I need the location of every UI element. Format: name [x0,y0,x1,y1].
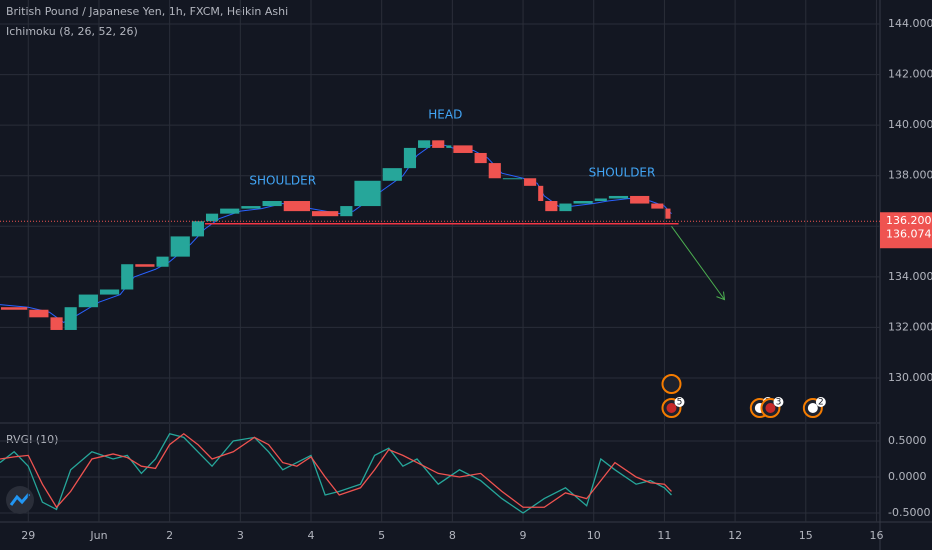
x-tick-label: 5 [378,529,385,542]
price-label: 136.074 [886,227,932,240]
candle [545,201,558,212]
x-tick-label: 15 [799,529,813,542]
indicator-label: RVGI (10) [6,433,58,446]
candle [524,178,537,186]
candle [135,264,155,267]
candle [502,178,523,180]
candle [382,168,402,181]
event-dot [765,403,776,413]
candle [594,198,607,202]
candle [283,201,311,212]
candle [488,163,501,179]
price-tag [880,225,932,244]
x-tick-label: 8 [449,529,456,542]
y-tick-label: 140.000 [888,118,932,131]
indicator-line [0,433,672,514]
candle [665,208,671,219]
x-tick-label: Jun [89,529,107,542]
y-tick-label: 138.000 [888,169,932,182]
candle [418,140,431,148]
candle [64,307,77,330]
candle [170,236,190,257]
indicator-line [0,432,672,509]
y-tick-label: 132.000 [888,320,932,333]
event-dot [666,403,677,413]
annotation: HEAD [428,108,462,122]
event-badge [674,397,685,407]
arrow-head [716,291,726,301]
annotation: SHOULDER [249,173,316,187]
event-icon [661,374,682,394]
event-badge [773,397,784,407]
event-count: 3 [776,398,782,408]
candle [205,213,219,222]
x-tick-label: 9 [520,529,527,542]
candle [156,256,169,267]
y-tick-label: 0.0000 [888,470,927,483]
candle [29,309,49,318]
arrow [671,226,725,300]
candle [191,221,204,237]
candle [262,201,282,207]
event-count: 2 [818,398,824,408]
candle [403,147,417,169]
x-tick-label: 10 [587,529,601,542]
candle [453,145,473,153]
x-tick-label: 11 [657,529,671,542]
candle [446,145,452,148]
chart-title: British Pound / Japanese Yen, 1h, FXCM, … [6,5,288,18]
y-tick-label: -0.5000 [888,506,930,519]
x-tick-label: 16 [869,529,883,542]
candle [651,203,664,209]
x-tick-label: 2 [166,529,173,542]
annotation: SHOULDER [589,166,656,180]
candle [573,201,593,204]
event-count: 5 [677,398,683,408]
y-tick-label: 134.000 [888,270,932,283]
price-label: 136.200 [886,214,932,227]
candle [50,317,63,330]
y-tick-label: 0.5000 [888,434,927,447]
logo [6,486,34,514]
candle [1,307,28,310]
candle [630,195,650,204]
x-tick-label: 4 [308,529,315,542]
candle [121,264,134,290]
candle [538,185,544,202]
candle [241,206,261,209]
candle [354,180,381,207]
candle [220,208,240,214]
y-tick-label: 142.000 [888,68,932,81]
candle [474,152,487,164]
y-tick-label: 130.000 [888,371,932,384]
candle [78,294,98,308]
x-tick-label: 3 [237,529,244,542]
candle [99,289,120,295]
event-badge [815,397,826,407]
event-dot [807,403,818,413]
x-tick-label: 12 [728,529,742,542]
candle [340,206,353,217]
indicator-label: Ichimoku (8, 26, 52, 26) [6,25,138,38]
candle [432,140,445,148]
candle [608,195,629,199]
x-tick-label: 29 [21,529,35,542]
candle [559,203,572,212]
y-tick-label: 144.000 [888,17,932,30]
candle [312,211,339,217]
